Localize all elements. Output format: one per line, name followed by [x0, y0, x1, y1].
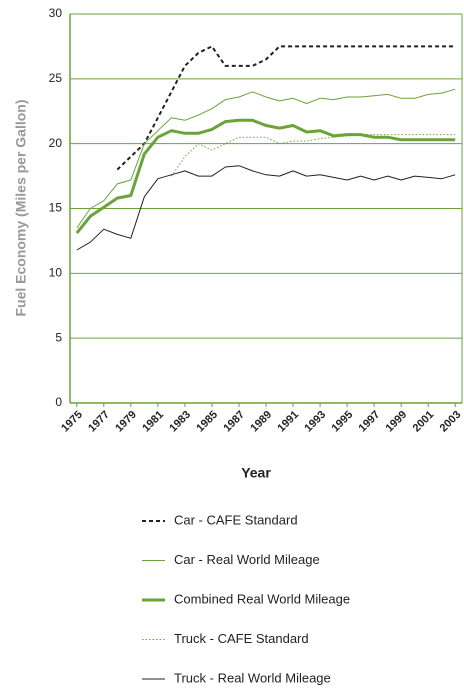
x-tick-label: 1977 — [86, 409, 112, 435]
x-tick-label: 1987 — [221, 409, 247, 435]
legend-label: Car - Real World Mileage — [174, 552, 320, 567]
y-tick-label: 25 — [49, 71, 63, 85]
x-tick-label: 1991 — [275, 409, 301, 435]
y-tick-label: 5 — [55, 330, 62, 344]
x-tick-label: 1985 — [194, 409, 220, 435]
x-tick-label: 1979 — [113, 409, 139, 435]
series-line — [76, 88, 456, 229]
x-tick-label: 1983 — [167, 409, 193, 435]
series-line — [76, 165, 456, 251]
x-tick-label: 1997 — [357, 409, 383, 435]
x-axis-label: Year — [241, 465, 271, 481]
series-line — [75, 118, 456, 235]
y-axis-label: Fuel Economy (Miles per Gallon) — [13, 99, 29, 316]
y-tick-label: 10 — [49, 266, 63, 280]
x-tick-label: 1995 — [329, 409, 355, 435]
legend-label: Truck - CAFE Standard — [174, 631, 309, 646]
x-tick-label: 2003 — [438, 409, 464, 435]
x-tick-label: 1989 — [248, 409, 274, 435]
y-tick-label: 20 — [49, 136, 63, 150]
legend-label: Truck - Real World Mileage — [174, 670, 331, 685]
x-tick-label: 2001 — [411, 409, 437, 435]
x-tick-label: 1981 — [140, 409, 166, 435]
y-tick-label: 15 — [49, 201, 63, 215]
legend-label: Car - CAFE Standard — [174, 512, 298, 527]
series-line — [116, 45, 456, 171]
y-tick-label: 0 — [55, 395, 62, 409]
x-tick-label: 1993 — [302, 409, 328, 435]
legend-label: Combined Real World Mileage — [174, 591, 350, 606]
y-tick-label: 30 — [49, 6, 63, 20]
x-tick-label: 1975 — [59, 409, 85, 435]
x-tick-label: 1999 — [384, 409, 410, 435]
